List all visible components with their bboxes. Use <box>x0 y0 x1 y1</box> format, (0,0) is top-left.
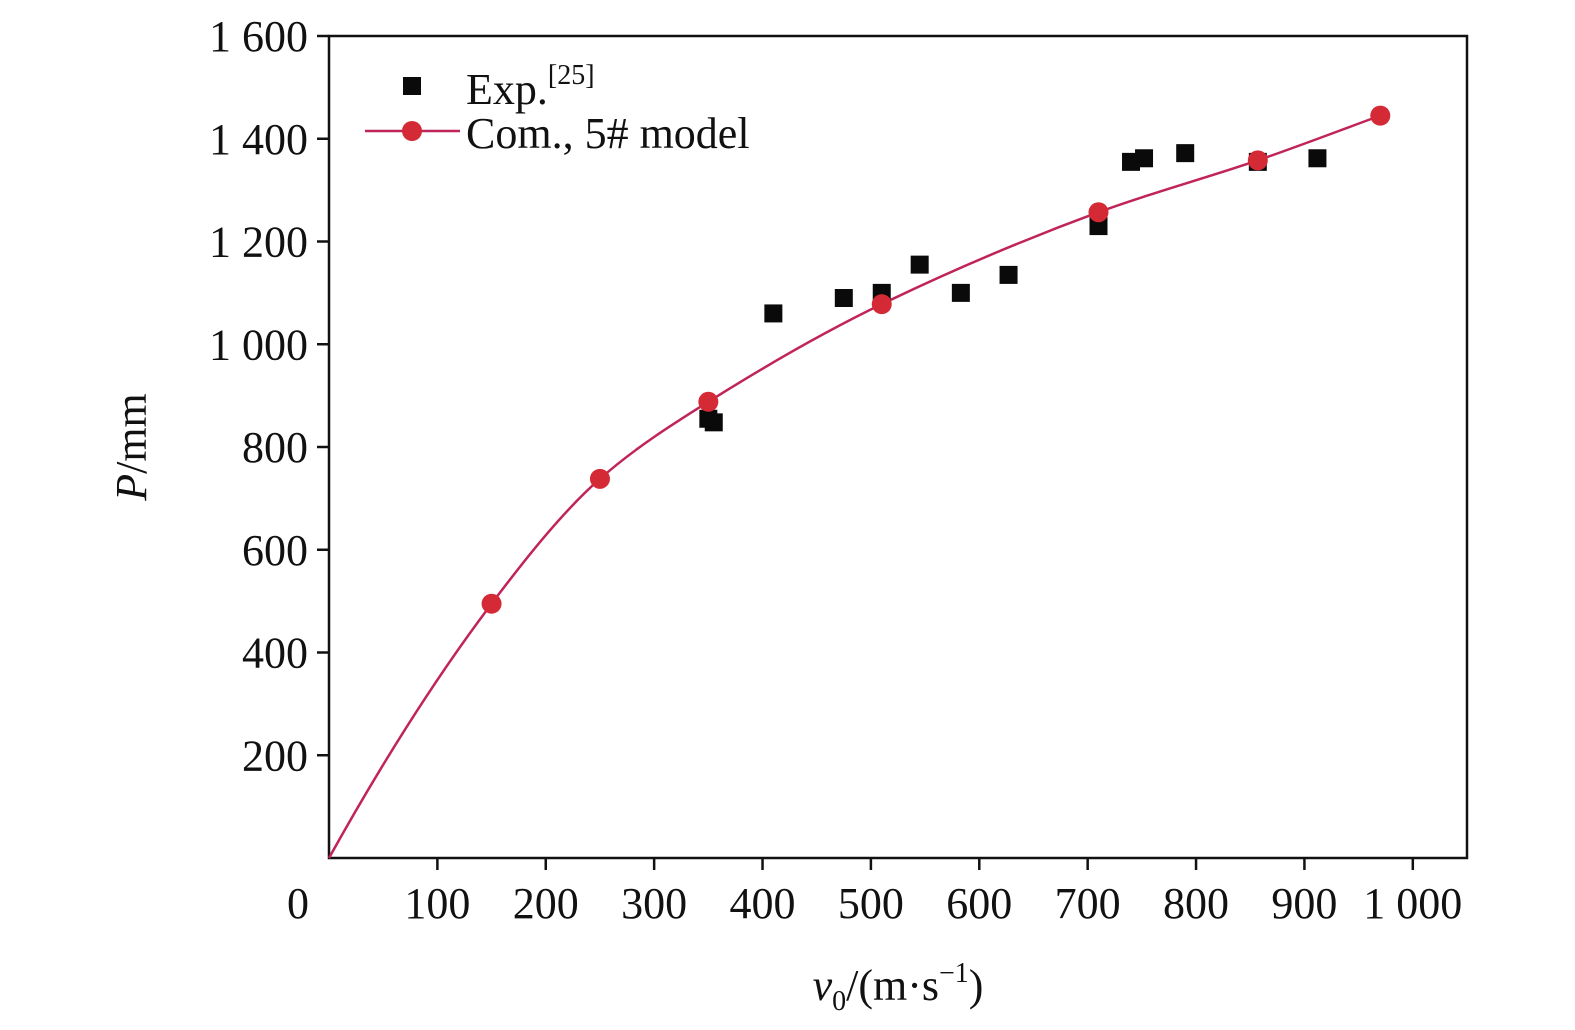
x-tick-label-8: 800 <box>1163 879 1229 928</box>
legend-exp-marker <box>403 77 421 95</box>
y-tick-label-4: 1 000 <box>209 320 308 369</box>
y-tick-label-2: 600 <box>242 526 308 575</box>
x-tick-label-0: 0 <box>287 879 309 928</box>
com-point-2 <box>589 468 610 489</box>
com-point-7 <box>1370 105 1391 126</box>
x-tick-label-10: 1 000 <box>1363 879 1462 928</box>
legend-exp-label: Exp.[25] <box>466 60 595 114</box>
exp-point-1 <box>704 413 723 432</box>
y-tick-label-5: 1 200 <box>209 218 308 267</box>
com-point-3 <box>698 391 719 412</box>
legend-com-label: Com., 5# model <box>466 109 750 158</box>
x-tick-label-7: 700 <box>1055 879 1121 928</box>
x-tick-label-6: 600 <box>946 879 1012 928</box>
x-tick-label-3: 300 <box>621 879 687 928</box>
y-tick-label-7: 1 600 <box>209 12 308 61</box>
exp-point-7 <box>999 265 1018 284</box>
x-tick-label-1: 100 <box>404 879 470 928</box>
exp-point-11 <box>1176 144 1195 163</box>
com-point-5 <box>1088 202 1109 223</box>
exp-point-5 <box>910 255 929 274</box>
y-tick-label-0: 200 <box>242 731 308 780</box>
com-point-6 <box>1247 150 1268 171</box>
com-point-1 <box>481 593 502 614</box>
x-tick-label-2: 200 <box>513 879 579 928</box>
exp-point-6 <box>951 283 970 302</box>
x-tick-label-9: 900 <box>1271 879 1337 928</box>
exp-point-10 <box>1135 149 1154 168</box>
y-tick-label-1: 400 <box>242 629 308 678</box>
exp-point-2 <box>764 304 783 323</box>
x-axis-title: v0/(m·s−1) <box>813 958 984 1017</box>
plot-frame <box>327 34 1469 860</box>
com-point-4 <box>871 294 892 315</box>
exp-point-8 <box>1089 217 1108 236</box>
x-tick-label-5: 500 <box>838 879 904 928</box>
y-axis-title: P/mm <box>107 393 156 502</box>
y-tick-label-3: 800 <box>242 423 308 472</box>
com-series-line <box>327 114 1381 859</box>
legend-com-marker <box>402 121 422 141</box>
exp-point-13 <box>1308 149 1327 168</box>
y-tick-label-6: 1 400 <box>209 115 308 164</box>
exp-point-3 <box>834 289 853 308</box>
x-tick-label-4: 400 <box>730 879 796 928</box>
